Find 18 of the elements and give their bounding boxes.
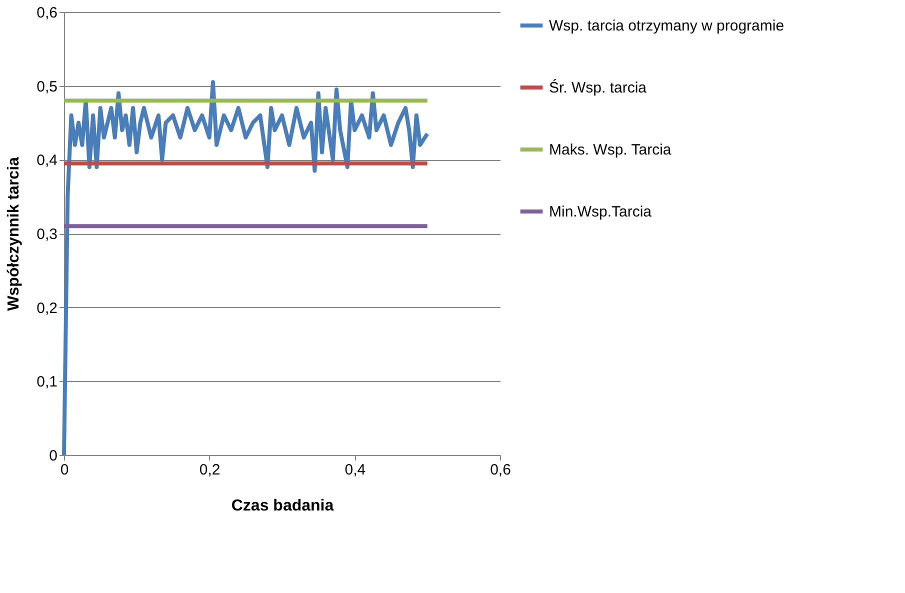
y-tick-label: 0,3: [36, 226, 58, 243]
legend-label: Wsp. tarcia otrzymany w programie: [549, 18, 784, 34]
y-tick-label: 0,4: [36, 152, 58, 170]
y-tick-label: 0: [49, 448, 58, 464]
y-tick-label: 0,6: [36, 4, 58, 22]
y-axis-title: Współczynnik tarcia: [6, 156, 23, 311]
y-tick-label: 0,1: [36, 374, 58, 391]
x-tick-label: 0,6: [490, 462, 511, 478]
x-tick-label: 0,4: [344, 462, 366, 478]
y-tick-label: 0,5: [36, 78, 58, 96]
legend-label: Min.Wsp.Tarcia: [549, 204, 652, 220]
legend-label: Maks. Wsp. Tarcia: [549, 142, 672, 158]
legend-label: Śr. Wsp. tarcia: [549, 78, 648, 96]
line-series: [62, 80, 430, 457]
x-axis-title: Czas badania: [231, 498, 334, 514]
x-tick-label: 0,2: [199, 462, 220, 478]
x-tick-label: 0: [60, 462, 69, 478]
y-tick-label: 0,2: [36, 300, 58, 317]
